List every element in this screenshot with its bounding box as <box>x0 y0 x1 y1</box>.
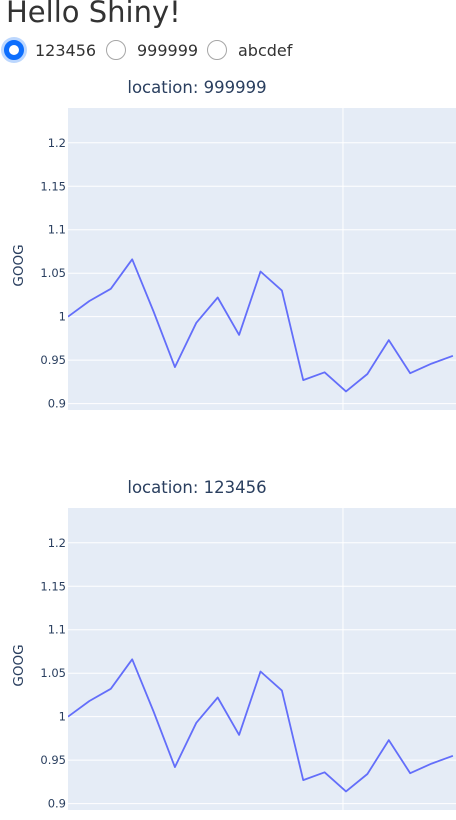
chart-title: location: 999999 <box>127 78 266 97</box>
data-point[interactable] <box>343 388 349 394</box>
radio-option-1[interactable]: 999999 <box>106 38 198 62</box>
data-point[interactable] <box>386 737 392 743</box>
radio-option-2[interactable]: abcdef <box>207 38 292 62</box>
y-tick-label: 1.15 <box>40 579 66 593</box>
data-point[interactable] <box>300 377 306 383</box>
radio-button-0[interactable] <box>4 40 24 60</box>
chart-title: location: 123456 <box>127 478 266 497</box>
app-title: Hello Shiny! <box>6 0 181 29</box>
data-point[interactable] <box>343 788 349 794</box>
data-point[interactable] <box>129 256 135 262</box>
data-point[interactable] <box>108 286 114 292</box>
y-tick-label: 0.9 <box>48 797 66 810</box>
y-tick-label: 1.1 <box>48 623 66 637</box>
plot-2[interactable]: location: 123456 0.9 0.95 1 1.05 1.1 1.15 1.2 GO… <box>0 470 456 810</box>
data-point[interactable] <box>407 370 413 376</box>
data-point[interactable] <box>364 371 370 377</box>
data-point[interactable] <box>322 369 328 375</box>
plot-area[interactable] <box>68 108 456 410</box>
y-tick-label: 0.95 <box>40 753 66 767</box>
data-point[interactable] <box>151 708 157 714</box>
y-tick-label: 1.05 <box>40 666 66 680</box>
data-point[interactable] <box>279 288 285 294</box>
y-tick-label: 1 <box>59 310 66 324</box>
data-point[interactable] <box>215 695 221 701</box>
series-line[interactable] <box>68 658 454 793</box>
data-point[interactable] <box>108 686 114 692</box>
data-point[interactable] <box>86 698 92 704</box>
radio-option-0[interactable]: 123456 <box>4 38 96 62</box>
data-point[interactable] <box>172 364 178 370</box>
data-point[interactable] <box>151 308 157 314</box>
data-point[interactable] <box>429 361 435 367</box>
y-tick-label: 1.1 <box>48 223 66 237</box>
plot-1-svg[interactable]: location: 9999990.90.9511.051.11.151.2Ja… <box>0 70 456 410</box>
y-tick-label: 1 <box>59 710 66 724</box>
y-tick-label: 1.2 <box>48 536 66 550</box>
radio-label-1: 999999 <box>137 40 199 60</box>
data-point[interactable] <box>257 268 263 274</box>
y-axis-title: GOOG <box>11 244 27 286</box>
data-point[interactable] <box>236 332 242 338</box>
data-point[interactable] <box>322 769 328 775</box>
data-point[interactable] <box>172 764 178 770</box>
plot-1[interactable]: location: 9999990.90.9511.051.11.151.2Ja… <box>0 70 456 410</box>
data-point[interactable] <box>429 761 435 767</box>
data-point[interactable] <box>236 732 242 738</box>
data-point[interactable] <box>86 298 92 304</box>
data-point[interactable] <box>129 656 135 662</box>
data-point[interactable] <box>450 353 456 359</box>
radio-label-0: 123456 <box>35 40 97 60</box>
series-line[interactable] <box>68 258 454 393</box>
location-radio-group: 123456 999999 abcdef <box>4 38 456 62</box>
y-tick-label: 1.2 <box>48 136 66 150</box>
data-point[interactable] <box>450 753 456 759</box>
data-point[interactable] <box>300 777 306 783</box>
plot-area[interactable] <box>68 508 456 810</box>
y-tick-label: 0.95 <box>40 353 66 367</box>
y-axis-title: GOOG <box>11 644 27 686</box>
data-point[interactable] <box>407 770 413 776</box>
radio-button-1[interactable] <box>106 40 126 60</box>
y-tick-label: 1.05 <box>40 266 66 280</box>
plot-2-svg[interactable]: location: 123456 0.9 0.95 1 1.05 1.1 1.15 1.2 GO… <box>0 470 456 810</box>
radio-label-2: abcdef <box>238 40 293 60</box>
data-point[interactable] <box>257 668 263 674</box>
data-point[interactable] <box>386 337 392 343</box>
data-point[interactable] <box>279 688 285 694</box>
data-point[interactable] <box>364 771 370 777</box>
y-tick-label: 0.9 <box>48 397 66 410</box>
radio-button-2[interactable] <box>207 40 227 60</box>
data-point[interactable] <box>215 295 221 301</box>
data-point[interactable] <box>193 320 199 326</box>
data-point[interactable] <box>193 720 199 726</box>
y-tick-label: 1.15 <box>40 179 66 193</box>
